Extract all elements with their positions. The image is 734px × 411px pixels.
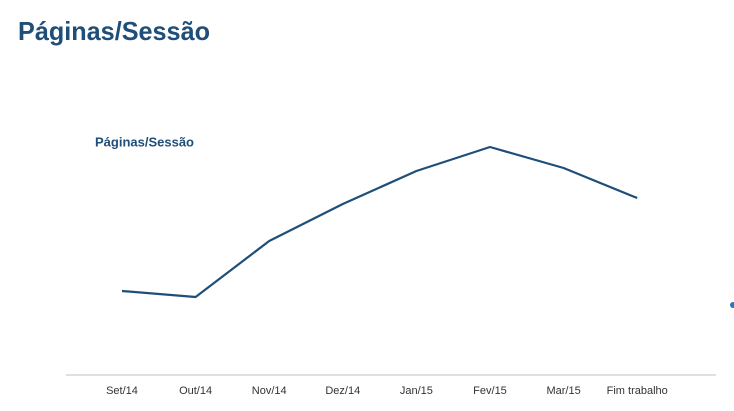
x-tick-label: Mar/15 [546, 385, 580, 397]
x-tick-label: Fev/15 [473, 385, 507, 397]
data-line [121, 145, 638, 299]
x-tick-label: Dez/14 [325, 385, 360, 397]
page-title: Páginas/Sessão [18, 16, 210, 46]
x-tick-label: Nov/14 [252, 385, 287, 397]
chart-title: Páginas/Sessão [95, 134, 194, 149]
x-tick-label: Out/14 [179, 385, 212, 397]
x-tick-label: Fim trabalho [607, 385, 668, 397]
decoration [730, 302, 734, 308]
x-tick-label: Set/14 [106, 385, 138, 397]
x-tick-label: Jan/15 [400, 385, 433, 397]
